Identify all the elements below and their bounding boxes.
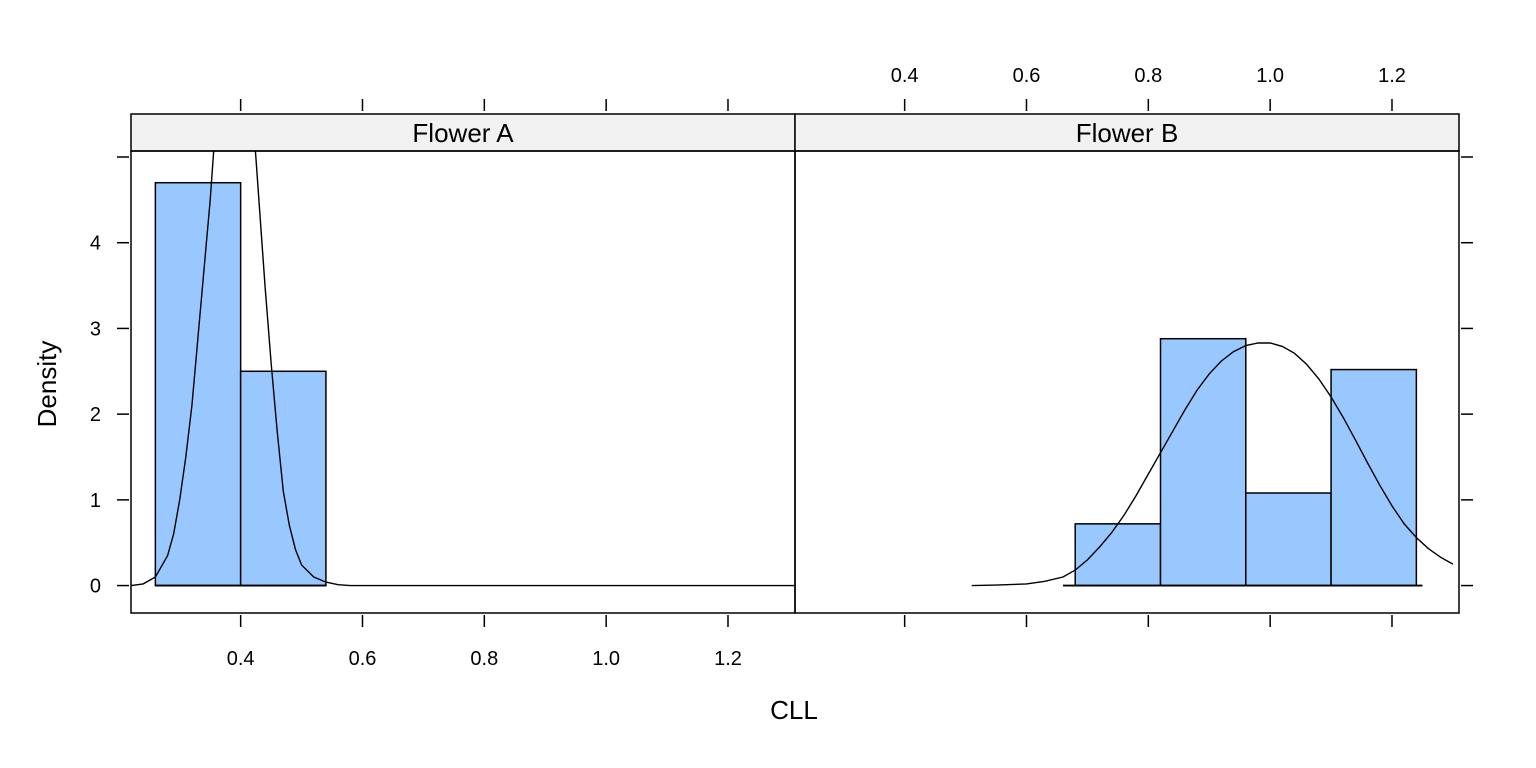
strip-label: Flower A	[412, 118, 514, 148]
panels-layer: Flower A Flower B	[130, 113, 1460, 614]
y-tick-label: 4	[90, 233, 101, 255]
plot-content	[131, 151, 795, 587]
x-tick-label: 1.2	[1378, 65, 1406, 87]
x-tick-label: 0.6	[1013, 65, 1041, 87]
axes-layer: 0.4 0.6 0.8 1.0 1.2 0.4 0.6 0.8 1.0 1.2 0 1 2 3 4	[90, 65, 1473, 670]
x-axis-bottom-panel-1: 0.4 0.6 0.8 1.0 1.2	[227, 615, 1393, 670]
density-curve	[971, 342, 1454, 587]
plot-content	[971, 337, 1454, 587]
y-axis: 0 1 2 3 4	[90, 156, 1473, 598]
strip-header	[794, 113, 1460, 152]
x-tick-label: 0.4	[891, 65, 919, 87]
histogram-bar	[154, 181, 242, 587]
x-tick-label: 0.4	[227, 648, 255, 670]
histogram-bar	[1074, 523, 1162, 587]
x-tick-label: 0.6	[349, 648, 377, 670]
panel-1: Flower A	[130, 113, 796, 614]
histogram-bar	[1330, 368, 1418, 587]
y-axis-title: Density	[32, 341, 62, 428]
y-tick-label: 1	[90, 490, 101, 512]
x-axis-title: CLL	[770, 695, 818, 725]
y-tick-label: 0	[90, 576, 101, 598]
x-tick-label: 0.8	[1134, 65, 1162, 87]
x-tick-label: 1.0	[1256, 65, 1284, 87]
histogram-bar	[1159, 337, 1247, 587]
density-curve	[131, 151, 795, 587]
x-axis-top: 0.4 0.6 0.8 1.0 1.2	[239, 65, 1406, 111]
histogram-bar	[239, 370, 327, 587]
strip-header	[130, 113, 796, 152]
panel-border	[794, 150, 1460, 614]
x-tick-label: 1.2	[714, 648, 742, 670]
x-tick-label: 1.0	[592, 648, 620, 670]
y-tick-label: 3	[90, 318, 101, 340]
panel-2: Flower B	[794, 113, 1460, 614]
y-tick-label: 2	[90, 404, 101, 426]
histogram-bar	[1245, 492, 1332, 587]
x-tick-label: 0.8	[470, 648, 498, 670]
strip-label: Flower B	[1076, 118, 1179, 148]
